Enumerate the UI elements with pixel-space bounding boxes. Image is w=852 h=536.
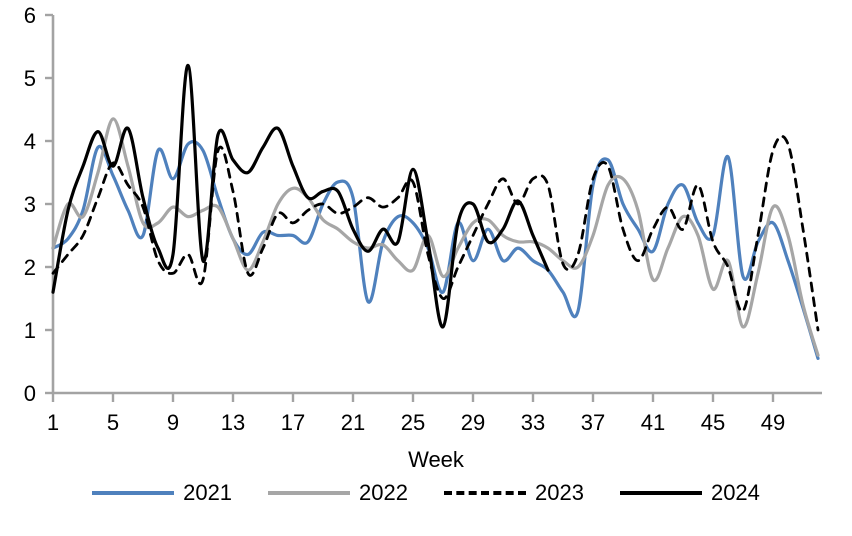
legend-label: 2022 bbox=[359, 480, 408, 505]
y-tick-label: 2 bbox=[24, 255, 36, 280]
x-tick-label: 45 bbox=[701, 410, 725, 435]
legend-item-2022: 2022 bbox=[268, 482, 408, 504]
y-tick-label: 1 bbox=[24, 318, 36, 343]
legend: 2021 2022 2023 2024 bbox=[0, 482, 852, 504]
legend-line-sample-2023 bbox=[444, 491, 526, 495]
legend-label: 2023 bbox=[535, 480, 584, 505]
legend-item-2021: 2021 bbox=[92, 482, 232, 504]
series-lines bbox=[51, 63, 820, 360]
x-tick-label: 5 bbox=[107, 410, 119, 435]
x-axis-title: Week bbox=[408, 447, 465, 472]
series-line-2024 bbox=[51, 63, 550, 329]
y-tick-label: 5 bbox=[24, 66, 36, 91]
x-tick-label: 41 bbox=[641, 410, 665, 435]
x-tick-label: 33 bbox=[521, 410, 545, 435]
x-tick-label: 37 bbox=[581, 410, 605, 435]
y-tick-label: 3 bbox=[24, 192, 36, 217]
legend-label: 2024 bbox=[710, 480, 760, 505]
x-tick-label: 1 bbox=[47, 410, 59, 435]
y-tick-label: 4 bbox=[24, 129, 36, 154]
y-tick-label: 0 bbox=[24, 381, 36, 406]
legend-item-2023: 2023 bbox=[444, 482, 584, 504]
legend-line-sample-2024 bbox=[619, 491, 702, 495]
legend-line-sample-2022 bbox=[268, 491, 351, 495]
legend-line-sample-2021 bbox=[92, 491, 175, 495]
legend-label: 2021 bbox=[183, 480, 233, 505]
x-tick-label: 25 bbox=[401, 410, 425, 435]
legend-item-2024: 2024 bbox=[619, 480, 760, 505]
x-tick-label: 17 bbox=[281, 410, 305, 435]
series-line-2022 bbox=[51, 117, 820, 357]
x-tick-label: 29 bbox=[461, 410, 485, 435]
y-tick-label: 6 bbox=[24, 3, 36, 28]
x-tick-label: 9 bbox=[167, 410, 179, 435]
x-tick-label: 21 bbox=[341, 410, 365, 435]
x-tick-label: 49 bbox=[761, 410, 785, 435]
series-line-2023 bbox=[51, 134, 820, 332]
x-tick-label: 13 bbox=[221, 410, 245, 435]
